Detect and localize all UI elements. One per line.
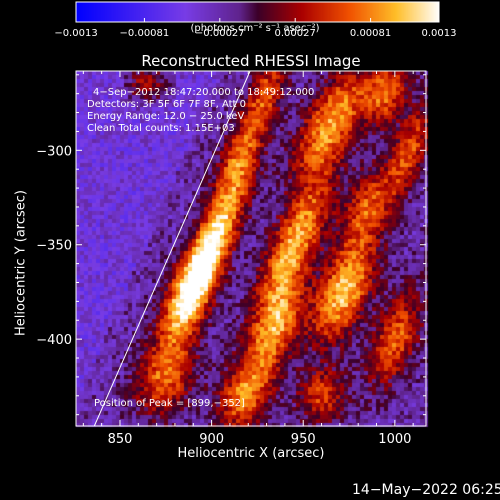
y-tick-label: −300	[36, 144, 72, 159]
info-line-time: 4−Sep−2012 18:47:20.000 to 18:49:12.000	[93, 87, 315, 98]
info-block: 4−Sep−2012 18:47:20.000 to 18:49:12.000 …	[87, 87, 314, 135]
plot-frame	[75, 70, 427, 427]
x-tick-label: 850	[108, 432, 133, 447]
peak-position-label: Position of Peak = [899,−352]	[94, 398, 245, 409]
info-line-energy: Energy Range: 12.0 − 25.0 keV	[87, 111, 245, 122]
colorbar-tick-label: 0.00081	[350, 28, 391, 39]
x-tick-label: 900	[199, 432, 224, 447]
x-tick-label: 950	[291, 432, 316, 447]
colorbar-units-label: (photons cm⁻² s⁻¹ asec⁻²)	[190, 23, 320, 34]
y-axis-label: Heliocentric Y (arcsec)	[13, 190, 29, 336]
y-tick-label: −400	[36, 333, 72, 348]
timestamp: 14−May−2022 06:25	[352, 482, 500, 498]
colorbar-tick-label: −0.00081	[120, 28, 170, 39]
info-line-counts: Clean Total counts: 1.15E+03	[87, 123, 235, 134]
info-line-detectors: Detectors: 3F 5F 6F 7F 8F, Att 0	[87, 99, 247, 110]
colorbar-tick-label: −0.0013	[54, 28, 97, 39]
y-tick-label: −350	[36, 239, 72, 254]
chart-title: Reconstructed RHESSI Image	[141, 52, 361, 70]
colorbar-tick-label: 0.00027	[275, 28, 316, 39]
colorbar-tick-label: −0.00027	[195, 28, 245, 39]
x-axis-label: Heliocentric X (arcsec)	[177, 446, 325, 461]
colorbar-frame	[75, 1, 440, 23]
colorbar-tick-label: 0.0013	[422, 28, 457, 39]
x-tick-label: 1000	[378, 432, 411, 447]
solar-limb-line	[93, 70, 251, 427]
